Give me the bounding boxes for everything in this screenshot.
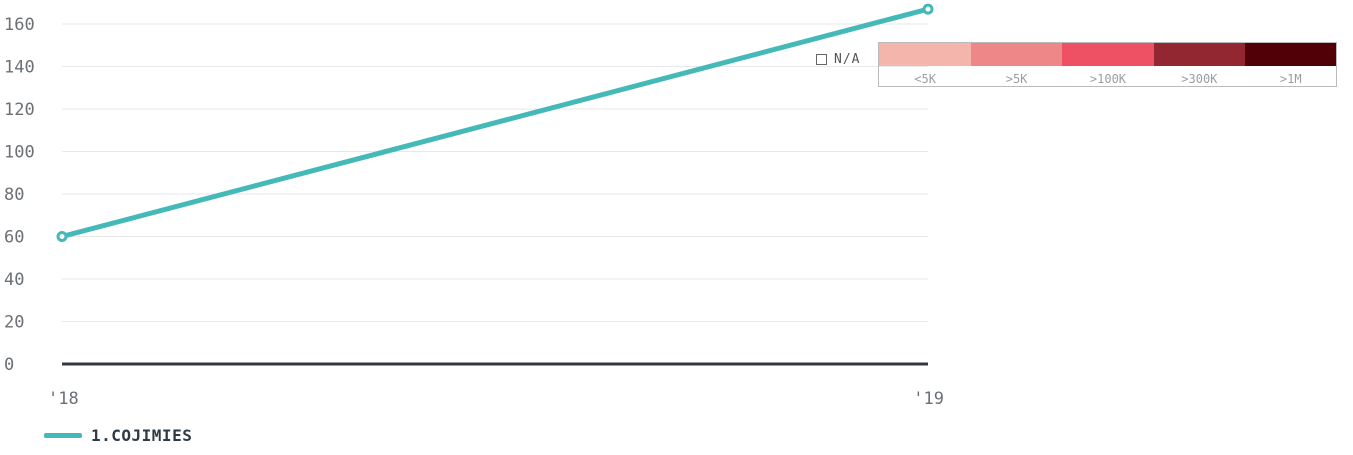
na-checkbox-icon	[816, 54, 827, 65]
legend-label: 1.COJIMIES	[91, 426, 192, 445]
series-layer	[58, 5, 932, 240]
color-bin-label: >5K	[1006, 72, 1028, 86]
na-legend-item: N/A	[813, 52, 860, 67]
color-bin-swatch	[1154, 43, 1245, 66]
color-scale-legend: N/A <5K >5K >100K >300K >1M	[813, 42, 1337, 87]
color-bin: >5K	[971, 43, 1062, 86]
data-point[interactable]	[58, 233, 66, 241]
color-bin-label: >1M	[1280, 72, 1302, 86]
color-bin-swatch	[971, 43, 1062, 66]
na-label: N/A	[834, 52, 860, 67]
series-legend: 1.COJIMIES	[44, 426, 192, 445]
color-bins: <5K >5K >100K >300K >1M	[878, 42, 1337, 87]
color-bin-label: >100K	[1090, 72, 1126, 86]
y-axis-ticks: 0 20 40 60 80 100 120 140 160	[4, 15, 35, 375]
x-tick-label: '18	[48, 389, 79, 409]
color-bin: >300K	[1154, 43, 1245, 86]
y-tick-label: 140	[4, 58, 35, 78]
y-tick-label: 0	[4, 355, 14, 375]
gridlines	[62, 24, 928, 322]
y-tick-label: 60	[4, 228, 24, 248]
color-bin-label: >300K	[1181, 72, 1217, 86]
y-tick-label: 160	[4, 15, 35, 35]
x-tick-label: '19	[913, 389, 944, 409]
data-point[interactable]	[924, 5, 932, 13]
color-bin: >1M	[1245, 43, 1336, 86]
y-tick-label: 100	[4, 143, 35, 163]
color-bin-swatch	[1062, 43, 1153, 66]
color-bin-swatch	[1245, 43, 1336, 66]
x-axis: '18 '19	[48, 364, 944, 409]
legend-swatch	[44, 433, 82, 438]
series-line	[62, 9, 928, 236]
y-tick-label: 120	[4, 100, 35, 120]
y-tick-label: 20	[4, 313, 24, 333]
y-tick-label: 40	[4, 270, 24, 290]
color-bin-swatch	[879, 43, 970, 66]
color-bin: <5K	[879, 43, 970, 86]
color-bin: >100K	[1062, 43, 1153, 86]
y-tick-label: 80	[4, 185, 24, 205]
color-bin-label: <5K	[914, 72, 936, 86]
